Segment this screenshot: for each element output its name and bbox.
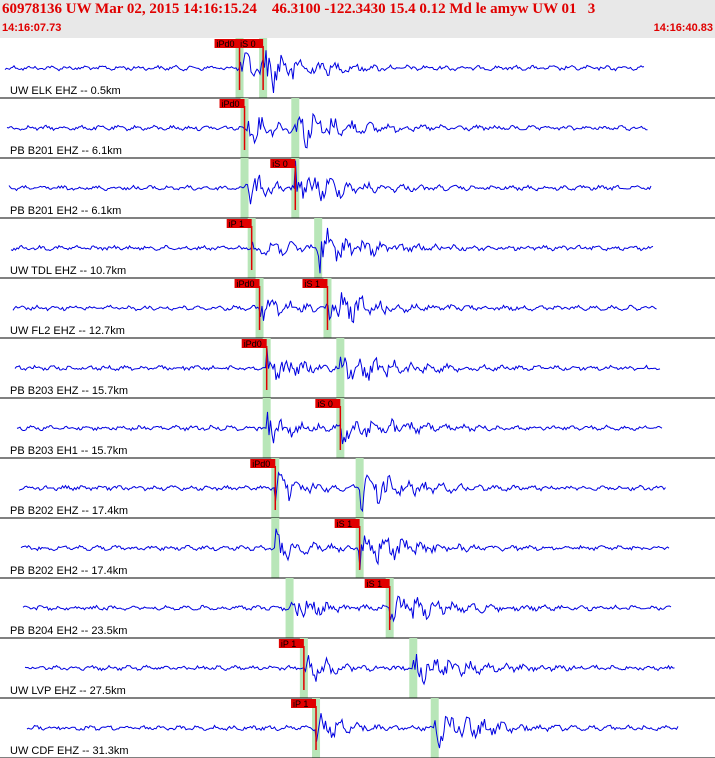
pick-label: iS 1 bbox=[304, 279, 320, 289]
pick-label: iS 0 bbox=[240, 39, 256, 49]
waveform-trace bbox=[20, 528, 670, 570]
p-arrival-band bbox=[262, 398, 271, 458]
waveform-trace bbox=[14, 348, 661, 381]
pick-label-box bbox=[250, 459, 276, 468]
pick-label: iPd0 bbox=[252, 459, 270, 469]
pick-label-box bbox=[226, 219, 252, 228]
end-time: 14:16:40.83 bbox=[653, 22, 713, 34]
station-label: PB B203 EH1 -- 15.7km bbox=[10, 445, 127, 457]
start-time: 14:16:07.73 bbox=[2, 22, 62, 34]
station-label: UW ELK EHZ -- 0.5km bbox=[10, 85, 121, 97]
waveform-trace bbox=[12, 292, 657, 324]
station-label: UW CDF EHZ -- 31.3km bbox=[10, 745, 129, 757]
pick-label-box bbox=[214, 39, 240, 48]
pick-label: iS 0 bbox=[272, 159, 288, 169]
pick-label: iPd0 bbox=[217, 39, 235, 49]
event-title: 60978136 UW Mar 02, 2015 14:16:15.24 46.… bbox=[2, 1, 596, 17]
event-header: 60978136 UW Mar 02, 2015 14:16:15.24 46.… bbox=[0, 0, 715, 38]
station-label: PB B202 EH2 -- 17.4km bbox=[10, 565, 127, 577]
waveform-trace bbox=[22, 595, 672, 623]
station-label: UW FL2 EHZ -- 12.7km bbox=[10, 325, 125, 337]
pick-label-box bbox=[334, 519, 360, 528]
waveform-trace bbox=[8, 160, 652, 205]
pick-label-box bbox=[238, 39, 264, 48]
waveform-trace bbox=[4, 50, 645, 94]
waveform-trace bbox=[24, 654, 675, 686]
pick-label: iPd0 bbox=[237, 279, 255, 289]
seismogram-panel: iPd0 iS 0 UW ELK EHZ -- 0.5km iPd0 PB B201 E… bbox=[0, 38, 715, 758]
station-label: PB B203 EHZ -- 15.7km bbox=[10, 385, 128, 397]
waveform-trace bbox=[10, 227, 654, 274]
pick-label-box bbox=[219, 99, 245, 108]
station-label: UW TDL EHZ -- 10.7km bbox=[10, 265, 126, 277]
waveform-trace bbox=[16, 411, 663, 445]
waveform-trace bbox=[6, 112, 648, 149]
pick-label-box bbox=[364, 579, 390, 588]
pick-label: iP 1 bbox=[281, 639, 296, 649]
pick-label-box bbox=[270, 159, 296, 168]
pick-label-box bbox=[315, 399, 341, 408]
s-arrival-band bbox=[314, 218, 323, 278]
pick-label-box bbox=[241, 339, 267, 348]
s-arrival-band bbox=[409, 638, 418, 698]
station-label: UW LVP EHZ -- 27.5km bbox=[10, 685, 126, 697]
waveform-trace bbox=[18, 471, 666, 513]
s-arrival-band bbox=[336, 338, 345, 398]
s-arrival-band bbox=[355, 458, 364, 518]
pick-label: iP 1 bbox=[229, 219, 244, 229]
pick-label: iS 0 bbox=[317, 399, 333, 409]
pick-label: iP 1 bbox=[293, 699, 308, 709]
waveform-trace bbox=[26, 713, 679, 749]
pick-label: iS 1 bbox=[337, 519, 353, 529]
station-label: PB B202 EHZ -- 17.4km bbox=[10, 505, 128, 517]
pick-label-box bbox=[234, 279, 260, 288]
pick-label-box bbox=[291, 699, 317, 708]
p-arrival-band bbox=[240, 158, 249, 218]
station-label: PB B204 EH2 -- 23.5km bbox=[10, 625, 127, 637]
pick-label: iPd0 bbox=[244, 339, 262, 349]
station-label: PB B201 EHZ -- 6.1km bbox=[10, 145, 122, 157]
s-arrival-band bbox=[430, 698, 439, 758]
pick-label: iS 1 bbox=[367, 579, 383, 589]
pick-label-box bbox=[278, 639, 304, 648]
pick-label: iPd0 bbox=[222, 99, 240, 109]
station-label: PB B201 EH2 -- 6.1km bbox=[10, 205, 121, 217]
p-arrival-band bbox=[271, 518, 280, 578]
pick-label-box bbox=[302, 279, 328, 288]
